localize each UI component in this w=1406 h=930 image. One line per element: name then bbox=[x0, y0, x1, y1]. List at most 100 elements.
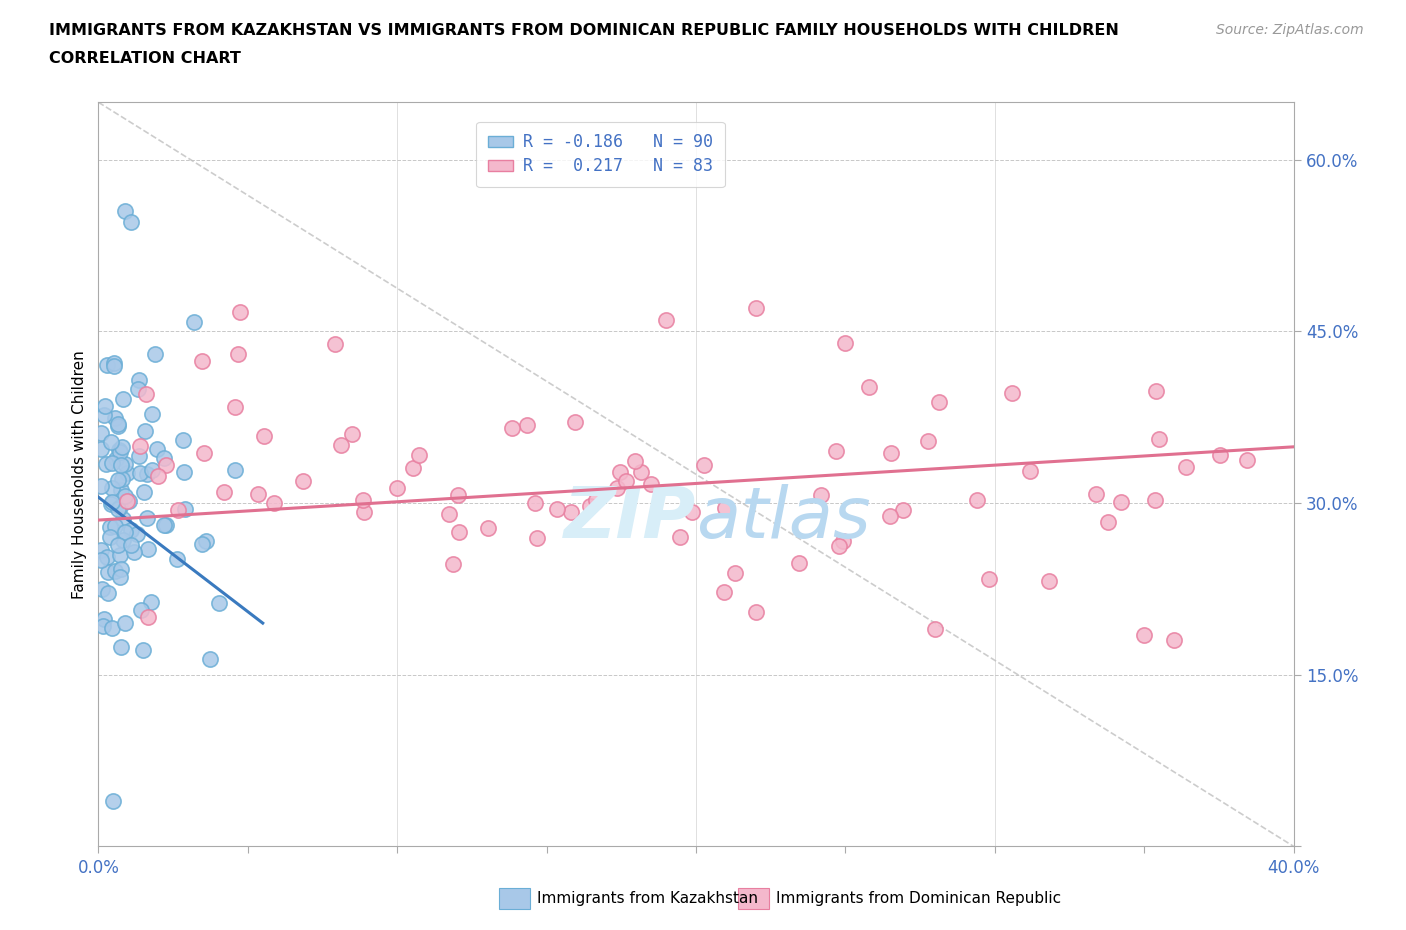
Point bbox=[100, 456, 122, 471]
Point bbox=[101, 620, 124, 635]
Point bbox=[100, 495, 122, 510]
Point bbox=[693, 458, 716, 472]
Point bbox=[108, 443, 131, 458]
Point bbox=[924, 621, 946, 636]
Y-axis label: Family Households with Children: Family Households with Children bbox=[72, 350, 87, 599]
Point bbox=[1018, 463, 1040, 478]
Point bbox=[128, 466, 150, 481]
Point bbox=[229, 304, 252, 319]
Point bbox=[1144, 492, 1167, 507]
Point bbox=[103, 793, 125, 808]
Point bbox=[101, 481, 124, 496]
Point bbox=[125, 526, 148, 541]
Point bbox=[207, 595, 229, 610]
Point bbox=[616, 474, 638, 489]
Point bbox=[1097, 514, 1119, 529]
Point bbox=[111, 532, 134, 547]
Point bbox=[323, 337, 346, 352]
Point bbox=[93, 618, 115, 633]
Point bbox=[100, 497, 122, 512]
Point bbox=[655, 312, 678, 327]
Point bbox=[118, 494, 141, 509]
Point bbox=[166, 551, 188, 566]
Point bbox=[104, 411, 127, 426]
Point bbox=[609, 465, 631, 480]
Point bbox=[447, 525, 470, 539]
Point bbox=[110, 445, 132, 459]
Point bbox=[891, 502, 914, 517]
Point bbox=[107, 538, 129, 552]
Point bbox=[153, 518, 176, 533]
Point bbox=[128, 373, 150, 388]
Point bbox=[90, 582, 112, 597]
Point bbox=[526, 531, 548, 546]
Point bbox=[1038, 573, 1060, 588]
Point bbox=[114, 616, 136, 631]
Text: CORRELATION CHART: CORRELATION CHART bbox=[49, 51, 240, 66]
Point bbox=[263, 496, 285, 511]
Point bbox=[104, 519, 127, 534]
Point bbox=[564, 415, 586, 430]
Point bbox=[103, 355, 125, 370]
Point bbox=[110, 639, 132, 654]
Point bbox=[173, 464, 195, 479]
Point bbox=[111, 472, 134, 486]
Point bbox=[191, 353, 214, 368]
Point bbox=[110, 458, 132, 472]
Point bbox=[172, 432, 194, 447]
Point bbox=[134, 424, 156, 439]
Point bbox=[745, 301, 768, 316]
Point bbox=[523, 496, 546, 511]
Point bbox=[155, 517, 177, 532]
Text: ZIP: ZIP bbox=[564, 485, 696, 553]
Point bbox=[90, 426, 112, 441]
Point bbox=[112, 512, 135, 526]
Point bbox=[408, 448, 430, 463]
Point bbox=[98, 530, 121, 545]
Point bbox=[152, 450, 174, 465]
Point bbox=[1175, 459, 1198, 474]
Point bbox=[501, 421, 523, 436]
Point bbox=[107, 472, 129, 487]
Point bbox=[977, 571, 1000, 586]
Point bbox=[115, 494, 138, 509]
Point bbox=[194, 533, 217, 548]
Point bbox=[1209, 447, 1232, 462]
Point bbox=[129, 603, 152, 618]
Point bbox=[825, 444, 848, 458]
Point bbox=[90, 479, 112, 494]
Point bbox=[120, 215, 142, 230]
Point bbox=[96, 358, 118, 373]
Point bbox=[107, 417, 129, 432]
Point bbox=[97, 585, 120, 600]
Point bbox=[96, 550, 118, 565]
Point bbox=[352, 492, 374, 507]
Text: Immigrants from Dominican Republic: Immigrants from Dominican Republic bbox=[776, 891, 1062, 906]
Point bbox=[810, 487, 832, 502]
Point bbox=[139, 594, 162, 609]
Point bbox=[97, 565, 120, 579]
Point bbox=[292, 473, 315, 488]
Point bbox=[107, 501, 129, 516]
Point bbox=[342, 427, 364, 442]
Point bbox=[114, 525, 136, 539]
Point bbox=[477, 521, 499, 536]
Point bbox=[124, 545, 146, 560]
Point bbox=[127, 381, 149, 396]
Point bbox=[108, 500, 131, 515]
Point bbox=[107, 418, 129, 433]
Point bbox=[1085, 486, 1108, 501]
Point bbox=[385, 481, 408, 496]
Point bbox=[681, 505, 703, 520]
Point bbox=[198, 652, 221, 667]
Point bbox=[329, 437, 352, 452]
Point bbox=[132, 485, 155, 500]
Point bbox=[745, 604, 768, 619]
Point bbox=[112, 392, 135, 406]
Point bbox=[1147, 432, 1170, 446]
Point bbox=[120, 523, 142, 538]
Point bbox=[437, 507, 460, 522]
Point bbox=[103, 358, 125, 373]
Point bbox=[136, 541, 159, 556]
Point bbox=[94, 457, 117, 472]
